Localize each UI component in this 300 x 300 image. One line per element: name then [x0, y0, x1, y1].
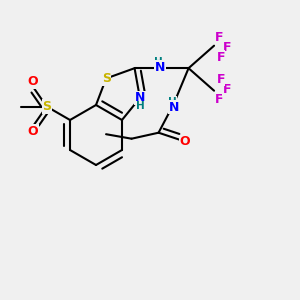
Text: F: F [216, 51, 225, 64]
Text: N: N [155, 61, 165, 74]
Text: N: N [168, 101, 179, 114]
Text: S: S [42, 100, 51, 113]
Text: N: N [135, 92, 145, 104]
Text: O: O [179, 135, 190, 148]
Text: H: H [136, 101, 145, 111]
Text: H: H [154, 57, 163, 67]
Text: F: F [215, 93, 224, 106]
Text: S: S [102, 72, 111, 85]
Text: F: F [215, 31, 224, 44]
Text: H: H [168, 97, 176, 107]
Text: O: O [28, 125, 38, 138]
Text: F: F [222, 83, 231, 96]
Text: O: O [28, 75, 38, 88]
Text: F: F [222, 41, 231, 54]
Text: F: F [216, 73, 225, 86]
